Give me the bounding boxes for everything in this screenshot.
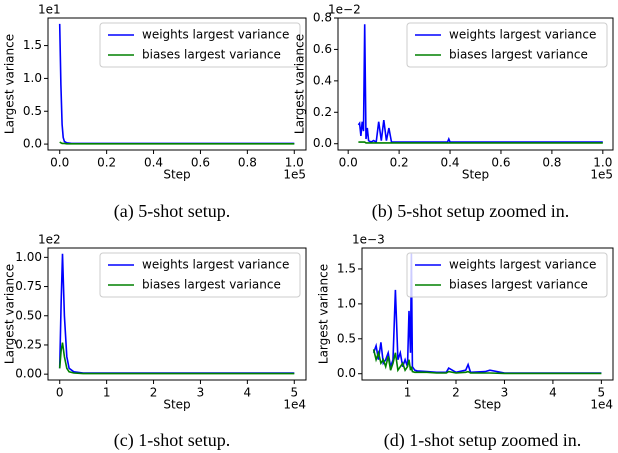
y-offset-label: 1e−3 (352, 233, 385, 247)
y-tick-label: 0.2 (313, 105, 332, 119)
x-tick-label: 1.0 (593, 156, 612, 170)
y-tick-label: 0.0 (23, 137, 42, 151)
y-offset-label: 1e−2 (328, 3, 361, 17)
series-line (372, 349, 602, 375)
series-line (372, 253, 602, 374)
y-tick-label: 1.0 (337, 296, 356, 310)
caption: (a) 5-shot setup. (114, 201, 230, 222)
x-tick-label: 0.6 (191, 156, 210, 170)
y-offset-label: 1e1 (38, 3, 61, 17)
y-tick-label: 1.0 (23, 71, 42, 85)
x-tick-label: 0.8 (542, 156, 561, 170)
x-tick-label: 0.4 (440, 156, 459, 170)
series-line (358, 141, 603, 144)
y-tick-label: 0.00 (15, 367, 42, 381)
x-tick-label: 0 (56, 386, 64, 400)
x-tick-label: 1.0 (285, 156, 304, 170)
y-axis-label: Largest variance (3, 264, 17, 364)
x-tick-label: 3 (197, 386, 205, 400)
x-tick-label: 5 (598, 386, 606, 400)
x-axis-label: Step (462, 168, 489, 182)
legend-label: biases largest variance (449, 278, 588, 292)
x-tick-label: 0.6 (491, 156, 510, 170)
legend-box (406, 252, 608, 298)
plot-frame (361, 247, 614, 381)
x-tick-label: 1 (103, 386, 111, 400)
y-tick-label: 0.5 (337, 331, 356, 345)
y-axis-label: Largest variance (293, 34, 307, 134)
x-tick-label: 4 (549, 386, 557, 400)
x-tick-label: 0.2 (390, 156, 409, 170)
y-tick-label: 0.0 (313, 136, 332, 150)
y-axis-label: Largest variance (3, 34, 17, 134)
x-tick-label: 3 (501, 386, 509, 400)
x-tick-label: 0.0 (339, 156, 358, 170)
legend-label: biases largest variance (142, 48, 281, 62)
x-offset-label: 1e5 (283, 168, 306, 182)
y-tick-label: 0.0 (337, 366, 356, 380)
legend-label: weights largest variance (449, 28, 596, 42)
legend-label: biases largest variance (449, 48, 588, 62)
caption: (c) 1-shot setup. (114, 430, 230, 451)
y-tick-label: 0.6 (313, 42, 332, 56)
caption: (d) 1-shot setup zoomed in. (384, 430, 581, 451)
x-tick-label: 2 (452, 386, 460, 400)
x-tick-label: 5 (290, 386, 298, 400)
legend-label: biases largest variance (142, 278, 281, 292)
x-tick-label: 0.4 (144, 156, 163, 170)
x-tick-label: 1 (404, 386, 412, 400)
x-tick-label: 0.2 (97, 156, 116, 170)
y-tick-label: 0.50 (15, 308, 42, 322)
y-tick-label: 1.5 (23, 38, 42, 52)
series-line (58, 342, 295, 375)
plot-frame (47, 247, 307, 381)
x-tick-label: 0.0 (50, 156, 69, 170)
y-tick-label: 1.00 (15, 250, 42, 264)
legend-box (406, 22, 608, 68)
x-axis-label: Step (474, 398, 501, 412)
y-tick-label: 1.5 (337, 261, 356, 275)
legend-label: weights largest variance (142, 258, 289, 272)
x-tick-label: 0.8 (238, 156, 257, 170)
x-tick-label: 4 (244, 386, 252, 400)
x-offset-label: 1e4 (283, 398, 306, 412)
plot-frame (337, 17, 614, 151)
series-line (357, 24, 603, 144)
legend-label: weights largest variance (142, 28, 289, 42)
x-tick-label: 2 (150, 386, 158, 400)
series-line (59, 141, 295, 145)
legend-box (99, 22, 301, 68)
y-tick-label: 0.5 (23, 104, 42, 118)
y-axis-label: Largest variance (317, 264, 331, 364)
x-axis-label: Step (163, 398, 190, 412)
x-offset-label: 1e4 (590, 398, 613, 412)
y-offset-label: 1e2 (38, 233, 61, 247)
y-tick-label: 0.4 (313, 73, 332, 87)
legend-label: weights largest variance (449, 258, 596, 272)
x-offset-label: 1e5 (590, 168, 613, 182)
y-tick-label: 0.75 (15, 279, 42, 293)
y-tick-label: 0.25 (15, 337, 42, 351)
plot-frame (47, 17, 307, 151)
legend-box (99, 252, 301, 298)
y-tick-label: 0.8 (313, 11, 332, 25)
x-axis-label: Step (163, 168, 190, 182)
caption: (b) 5-shot setup zoomed in. (372, 201, 569, 222)
